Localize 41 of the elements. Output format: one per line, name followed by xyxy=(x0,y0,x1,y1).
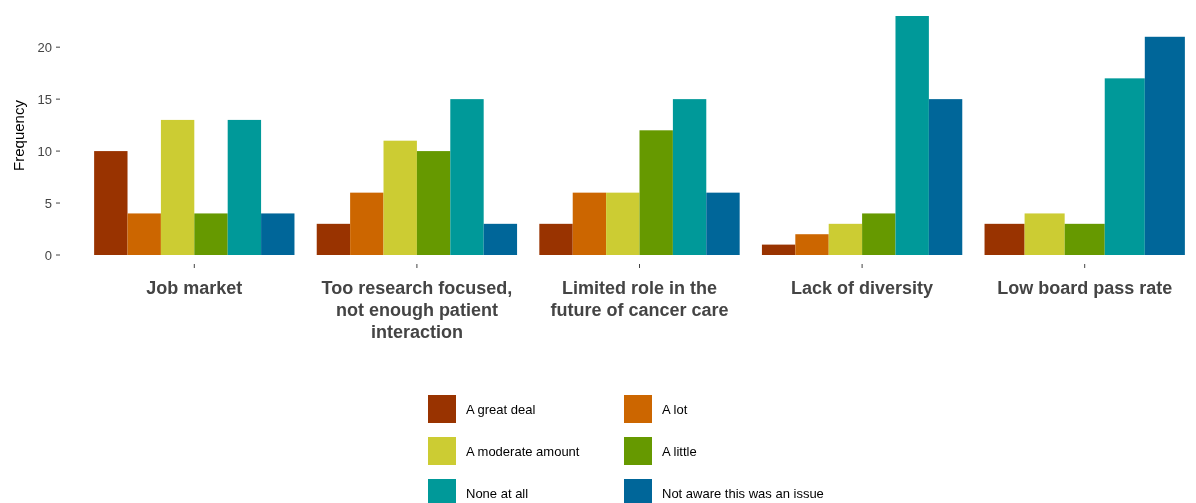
bar xyxy=(539,223,573,255)
bar xyxy=(261,213,295,255)
bar xyxy=(895,16,929,255)
y-tick-label: 5 xyxy=(44,195,52,211)
bar xyxy=(350,192,384,255)
legend-label: None at all xyxy=(466,485,529,501)
x-tick-label: Limited role in the future of cancer care xyxy=(550,278,729,320)
legend-label: A moderate amount xyxy=(466,443,580,459)
bar xyxy=(795,234,829,255)
bar xyxy=(706,192,740,255)
bar xyxy=(862,213,896,255)
y-tick-label: 15 xyxy=(37,91,52,107)
bar xyxy=(416,151,451,255)
bar xyxy=(194,213,228,255)
bar xyxy=(94,151,128,255)
bar xyxy=(483,223,518,255)
bar xyxy=(672,99,707,255)
bar xyxy=(639,130,673,255)
bar xyxy=(928,99,963,255)
y-tick-label: 0 xyxy=(44,247,52,263)
legend-label: A little xyxy=(662,443,697,459)
legend-label: A great deal xyxy=(466,401,536,417)
y-tick-label: 10 xyxy=(37,143,52,159)
x-tick-label: Job market xyxy=(146,278,243,298)
legend-label: A lot xyxy=(662,401,688,417)
bar xyxy=(127,213,161,255)
x-tick-label: Too research focused, not enough patient interaction xyxy=(321,278,513,342)
bar xyxy=(160,119,195,255)
bar xyxy=(383,140,417,255)
bar xyxy=(828,223,863,255)
bar xyxy=(606,192,640,255)
bar xyxy=(450,99,484,255)
y-tick-label: 20 xyxy=(37,39,52,55)
y-axis-title: Frequency xyxy=(10,99,27,171)
bar xyxy=(227,119,262,255)
legend-label: Not aware this was an issue xyxy=(662,485,824,501)
bar xyxy=(572,192,607,255)
bar xyxy=(761,244,796,255)
bar xyxy=(316,223,351,255)
x-tick-label: Low board pass rate xyxy=(997,278,1173,298)
x-tick-label: Lack of diversity xyxy=(791,278,934,298)
